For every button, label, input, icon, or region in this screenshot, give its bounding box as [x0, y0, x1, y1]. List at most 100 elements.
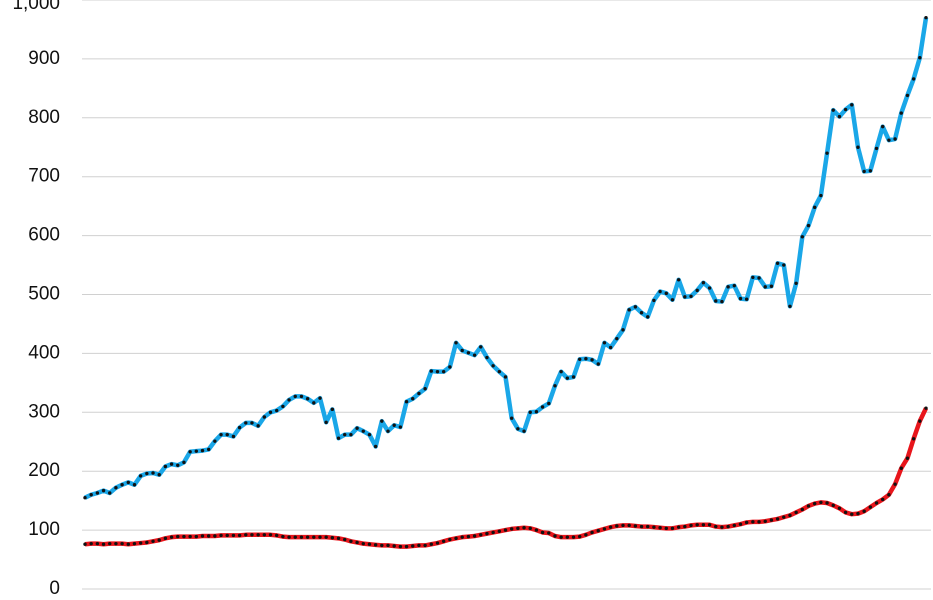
- point-marker: [274, 533, 279, 538]
- point-marker: [806, 504, 811, 508]
- point-marker: [621, 328, 625, 332]
- point-marker: [132, 541, 137, 546]
- point-marker: [157, 473, 161, 477]
- point-marker: [751, 275, 755, 280]
- point-marker: [114, 541, 118, 546]
- point-marker: [615, 524, 619, 528]
- point-marker: [145, 540, 149, 545]
- point-marker: [367, 432, 372, 437]
- point-marker: [250, 421, 254, 425]
- point-marker: [874, 501, 879, 505]
- point-marker: [466, 534, 471, 539]
- point-marker: [429, 369, 433, 373]
- point-marker: [720, 299, 724, 304]
- point-marker: [918, 419, 922, 423]
- point-marker: [392, 423, 396, 427]
- point-marker: [881, 124, 885, 129]
- point-marker: [738, 296, 743, 301]
- point-marker: [380, 543, 384, 548]
- point-marker: [571, 375, 576, 379]
- point-marker: [831, 108, 835, 112]
- y-tick-label: 700: [28, 166, 60, 187]
- point-marker: [769, 284, 774, 288]
- point-marker: [200, 534, 205, 538]
- point-marker: [602, 527, 607, 531]
- point-marker: [466, 351, 471, 355]
- point-marker: [509, 527, 514, 531]
- point-marker: [751, 520, 755, 524]
- series-line: [84, 17, 929, 500]
- point-marker: [182, 460, 186, 465]
- point-marker: [324, 535, 328, 539]
- point-marker: [924, 406, 928, 410]
- point-marker: [367, 542, 372, 546]
- y-tick-label: 200: [28, 460, 60, 481]
- point-marker: [633, 305, 638, 309]
- point-marker: [441, 539, 446, 543]
- point-marker: [95, 541, 100, 546]
- point-marker: [596, 362, 600, 366]
- point-marker: [163, 464, 168, 469]
- point-marker: [213, 534, 217, 538]
- point-marker: [905, 456, 910, 460]
- point-marker: [404, 399, 409, 404]
- point-marker: [608, 525, 613, 529]
- point-marker: [373, 444, 378, 449]
- y-tick-label: 300: [28, 401, 60, 422]
- point-marker: [336, 536, 341, 541]
- point-marker: [268, 410, 273, 414]
- point-marker: [621, 523, 625, 528]
- point-marker: [398, 544, 403, 549]
- point-marker: [738, 522, 743, 526]
- point-marker: [509, 416, 514, 420]
- point-marker: [769, 518, 774, 522]
- point-marker: [578, 534, 582, 539]
- point-marker: [454, 341, 458, 345]
- point-marker: [120, 483, 124, 487]
- point-marker: [794, 281, 798, 286]
- point-marker: [299, 394, 304, 399]
- point-marker: [293, 535, 297, 539]
- point-marker: [386, 543, 390, 548]
- point-marker: [522, 429, 526, 433]
- point-marker: [565, 376, 570, 380]
- point-marker: [200, 448, 205, 453]
- point-marker: [250, 533, 254, 537]
- point-marker: [763, 519, 767, 523]
- point-marker: [411, 544, 415, 548]
- point-marker: [163, 536, 168, 541]
- point-marker: [343, 432, 347, 437]
- point-marker: [578, 357, 582, 361]
- point-marker: [287, 398, 291, 402]
- point-marker: [602, 341, 607, 345]
- y-tick-label: 1,000: [12, 0, 60, 14]
- point-marker: [101, 488, 106, 493]
- point-marker: [584, 533, 588, 537]
- point-marker: [633, 524, 638, 528]
- series-line: [84, 407, 929, 549]
- point-marker: [695, 288, 699, 293]
- point-marker: [281, 404, 285, 409]
- point-marker: [126, 480, 130, 485]
- point-marker: [108, 541, 112, 546]
- point-marker: [206, 534, 211, 538]
- point-marker: [794, 510, 798, 515]
- point-marker: [664, 526, 668, 531]
- point-marker: [843, 107, 848, 112]
- point-marker: [237, 425, 242, 430]
- point-marker: [460, 348, 464, 353]
- point-marker: [503, 528, 508, 532]
- point-marker: [262, 415, 267, 419]
- point-marker: [744, 520, 749, 525]
- point-marker: [231, 533, 236, 538]
- point-marker: [516, 427, 520, 431]
- point-marker: [386, 429, 390, 433]
- point-marker: [565, 535, 570, 539]
- point-marker: [782, 263, 786, 267]
- point-marker: [887, 493, 891, 497]
- point-marker: [732, 283, 737, 288]
- point-marker: [274, 408, 279, 413]
- point-marker: [862, 169, 866, 174]
- point-marker: [101, 542, 106, 546]
- point-marker: [658, 289, 662, 294]
